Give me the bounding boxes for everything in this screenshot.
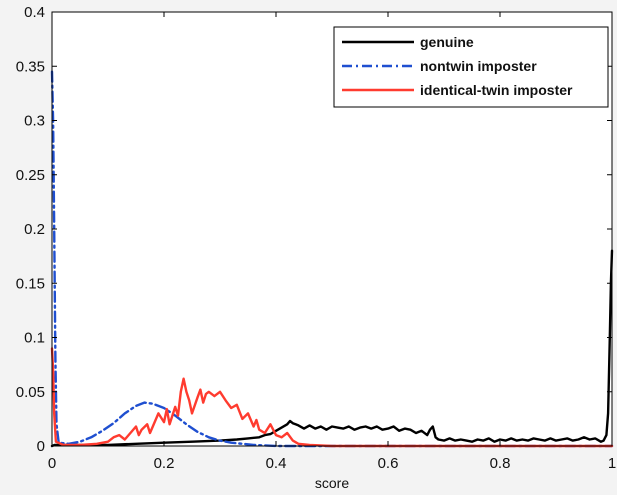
x-tick-label: 0.6 — [378, 455, 399, 472]
ticks-layer: 0 0.2 0.4 0.6 0.8 1 0 0.05 0.1 0.15 0.2 0.25 0.3 0.35… — [16, 4, 616, 472]
x-tick-label: 0.2 — [154, 455, 175, 472]
legend-label-genuine: genuine — [420, 34, 474, 50]
legend-label-nontwin-imposter: nontwin imposter — [420, 58, 537, 74]
legend-label-identical-twin-imposter: identical-twin imposter — [420, 82, 573, 98]
series-layer — [50, 70, 614, 448]
x-tick-label: 0 — [48, 455, 56, 472]
series-line-nontwin-imposter — [50, 70, 614, 448]
y-tick-label: 0 — [37, 438, 45, 455]
y-tick-label: 0.3 — [24, 113, 45, 130]
y-tick-label: 0.2 — [24, 221, 45, 238]
x-tick-label: 0.8 — [490, 455, 511, 472]
legend: genuine nontwin imposter identical-twin im… — [333, 26, 609, 108]
x-tick-label: 0.4 — [266, 455, 287, 472]
y-tick-label: 0.1 — [24, 330, 45, 347]
x-tick-label: 1 — [608, 455, 616, 472]
y-tick-label: 0.25 — [16, 167, 45, 184]
x-axis-label: score — [315, 475, 349, 491]
legend-box — [333, 26, 609, 108]
y-tick-label: 0.05 — [16, 384, 45, 401]
y-tick-label: 0.35 — [16, 58, 45, 75]
series-line-identical-twin-imposter — [50, 347, 614, 448]
y-tick-label: 0.15 — [16, 275, 45, 292]
y-tick-label: 0.4 — [24, 4, 45, 21]
